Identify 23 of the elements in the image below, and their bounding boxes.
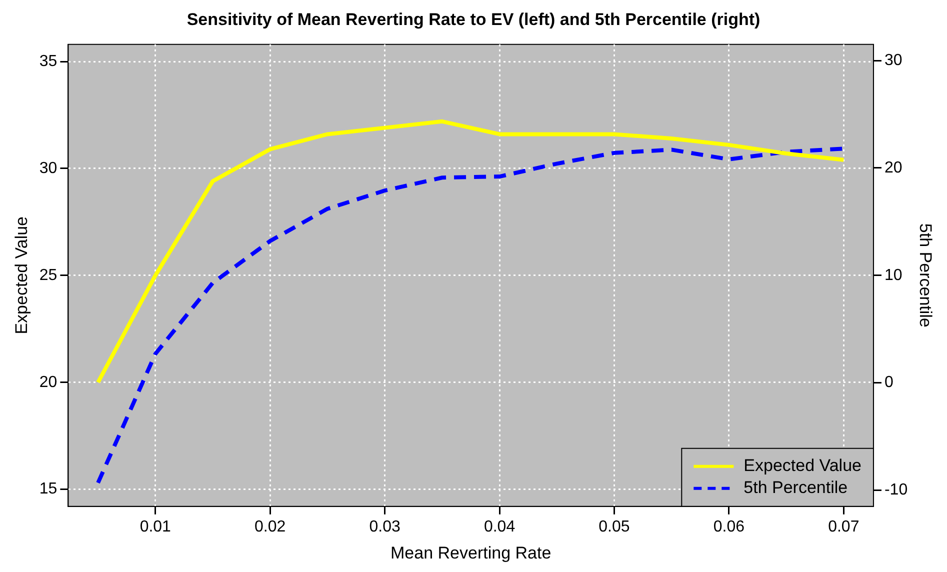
y-tick-label: 35	[39, 52, 58, 70]
x-tick-label: 0.06	[713, 518, 745, 536]
x-tick-label: 0.05	[598, 518, 630, 536]
y-tick-label: 30	[39, 160, 58, 177]
y2-tick-label: 30	[884, 52, 902, 69]
y2-tick-label: 0	[884, 374, 894, 392]
y2-axis-title: 5th Percentile	[916, 223, 936, 328]
y-tick-label: 15	[39, 480, 58, 498]
y2-tick-label: 10	[884, 266, 902, 284]
y2-tick-label: -10	[884, 482, 908, 499]
y-axis-title: Expected Value	[12, 216, 31, 334]
x-tick-label: 0.02	[254, 518, 286, 536]
legend-label: 5th Percentile	[744, 478, 848, 498]
y-tick-label: 25	[39, 266, 58, 284]
chart-title: Sensitivity of Mean Reverting Rate to EV (left) and 5th Percentile (right)	[186, 10, 760, 29]
x-tick-label: 0.03	[369, 518, 400, 536]
x-tick-label: 0.04	[484, 518, 516, 536]
x-axis-title: Mean Reverting Rate	[390, 543, 552, 562]
y-tick-label: 20	[39, 374, 58, 391]
legend-label: Expected Value	[744, 456, 862, 476]
x-tick-label: 0.01	[140, 518, 172, 536]
y2-tick-label: 20	[884, 159, 902, 176]
x-tick-label: 0.07	[828, 518, 860, 536]
